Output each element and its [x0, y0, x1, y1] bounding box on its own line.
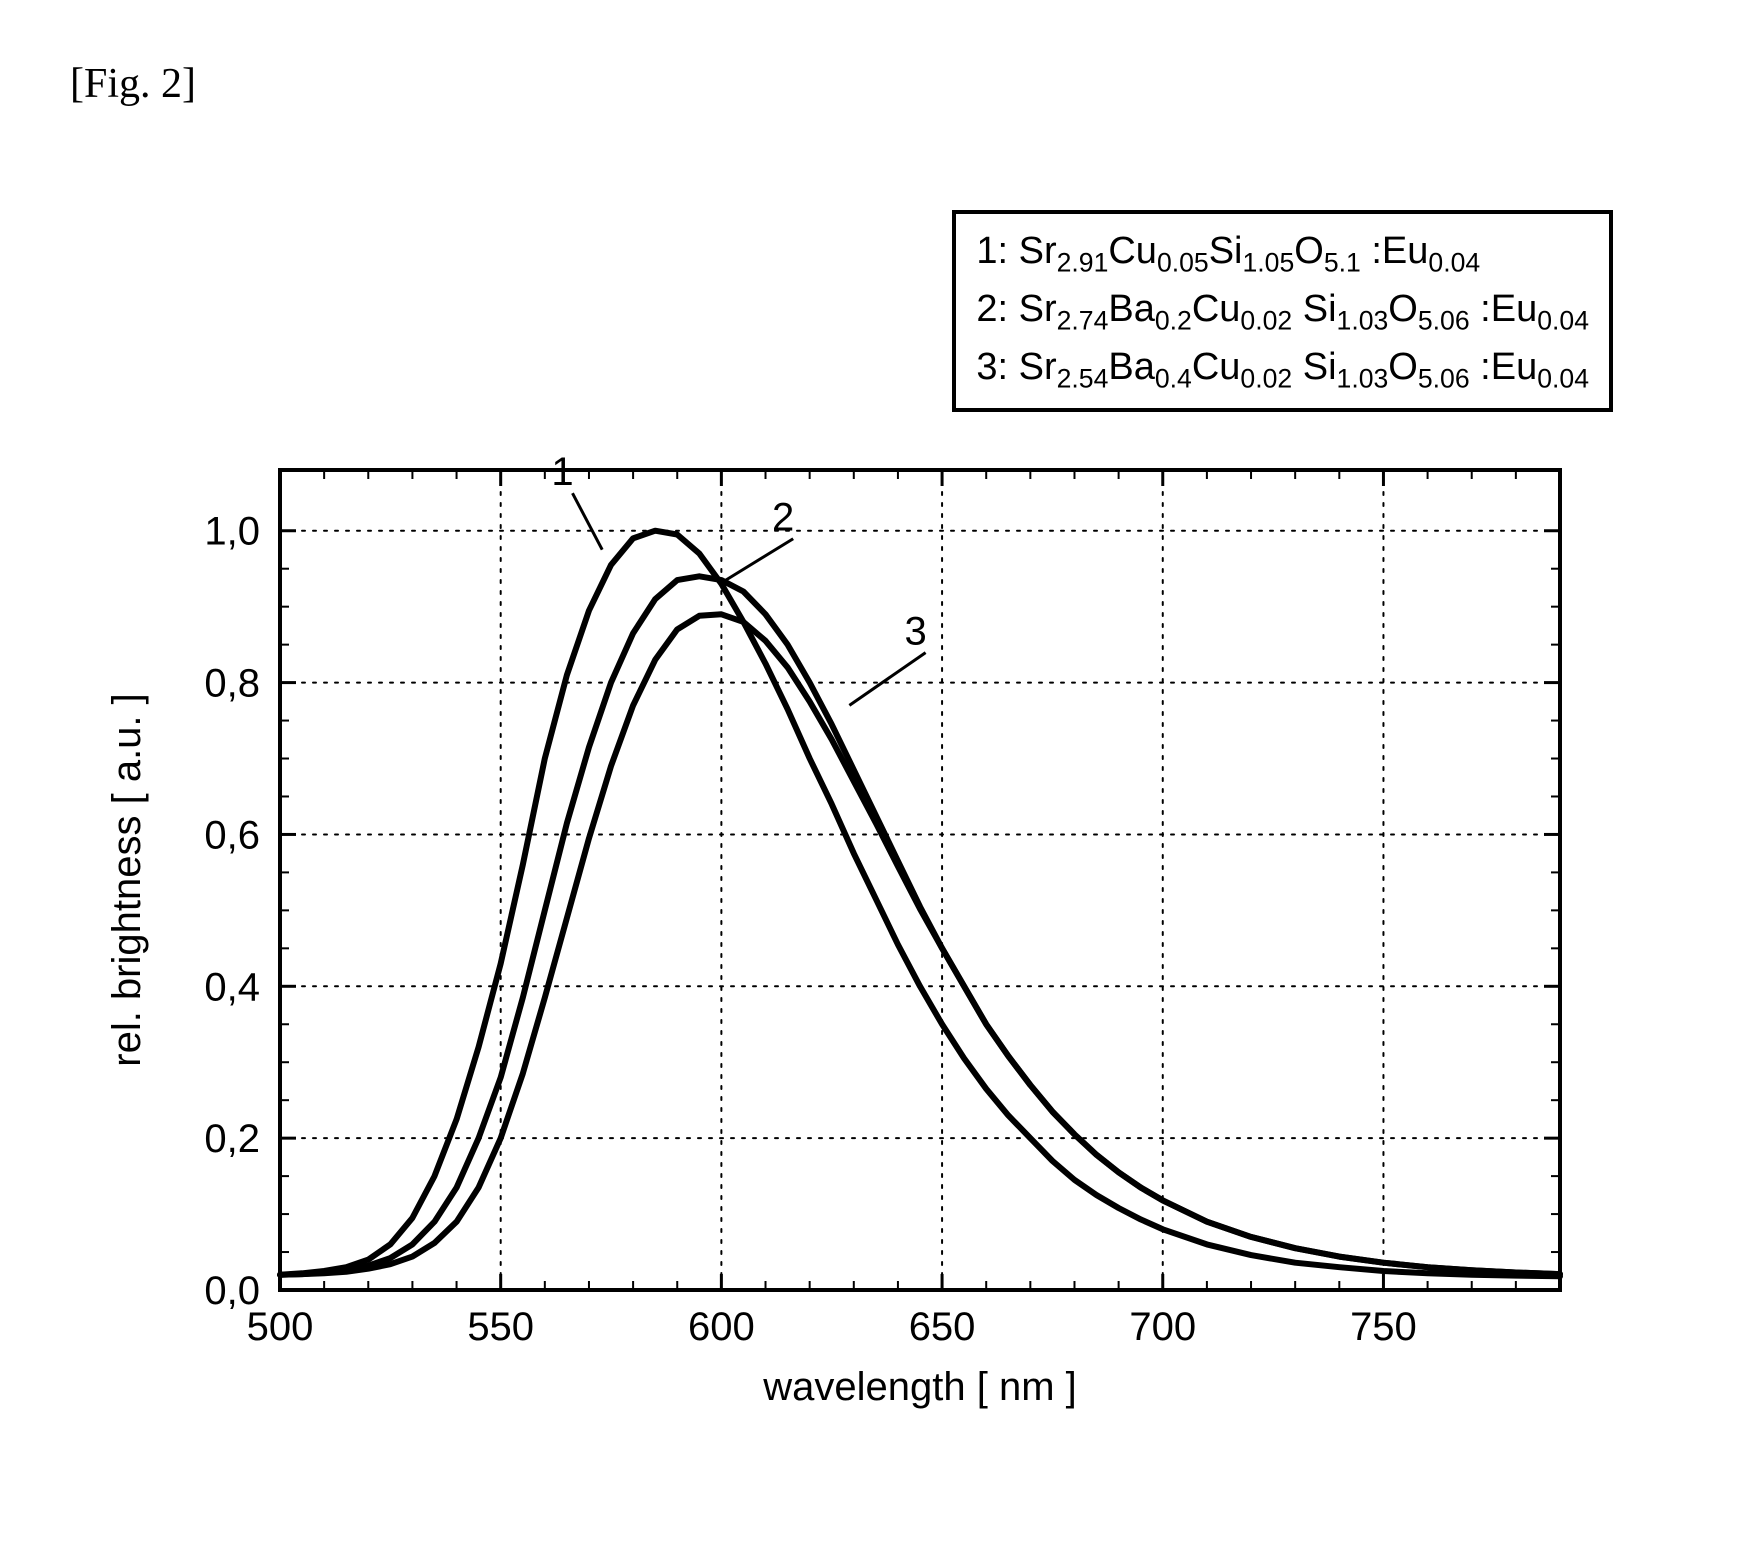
legend-entry-3: 3: Sr2.54Ba0.4Cu0.02 Si1.03O5.06 :Eu0.04 [976, 340, 1589, 398]
x-tick-label: 550 [467, 1305, 534, 1349]
figure-caption: [Fig. 2] [70, 60, 196, 108]
y-tick-label: 0,0 [204, 1269, 260, 1313]
series-2 [280, 576, 1560, 1275]
legend-entry-1: 1: Sr2.91Cu0.05Si1.05O5.1 :Eu0.04 [976, 224, 1589, 282]
legend-formula-1: Sr2.91Cu0.05Si1.05O5.1 :Eu0.04 [1019, 230, 1481, 272]
y-tick-label: 0,6 [204, 813, 260, 857]
legend-formula-2: Sr2.74Ba0.2Cu0.02 Si1.03O5.06 :Eu0.04 [1019, 288, 1589, 330]
legend-entry-2: 2: Sr2.74Ba0.2Cu0.02 Si1.03O5.06 :Eu0.04 [976, 282, 1589, 340]
curve-label-1: 1 [551, 450, 573, 494]
series-3 [280, 614, 1560, 1275]
y-tick-label: 1,0 [204, 510, 260, 554]
legend-formula-3: Sr2.54Ba0.4Cu0.02 Si1.03O5.06 :Eu0.04 [1019, 346, 1589, 388]
y-tick-label: 0,2 [204, 1117, 260, 1161]
figure-wrapper: [Fig. 2] 1: Sr2.91Cu0.05Si1.05O5.1 :Eu0.… [40, 40, 1713, 1522]
x-tick-label: 600 [688, 1305, 755, 1349]
x-tick-label: 700 [1129, 1305, 1196, 1349]
x-tick-label: 750 [1350, 1305, 1417, 1349]
legend-box: 1: Sr2.91Cu0.05Si1.05O5.1 :Eu0.04 2: Sr2… [952, 210, 1613, 412]
y-tick-label: 0,4 [204, 965, 260, 1009]
y-tick-label: 0,8 [204, 662, 260, 706]
curve-label-3: 3 [904, 610, 926, 654]
x-tick-label: 650 [909, 1305, 976, 1349]
curve-label-2: 2 [772, 496, 794, 540]
y-axis-label: rel. brightness [ a.u. ] [105, 693, 149, 1067]
spectrum-chart: 5005506006507007500,00,20,40,60,81,0wave… [70, 450, 1690, 1470]
x-axis-label: wavelength [ nm ] [762, 1365, 1077, 1409]
